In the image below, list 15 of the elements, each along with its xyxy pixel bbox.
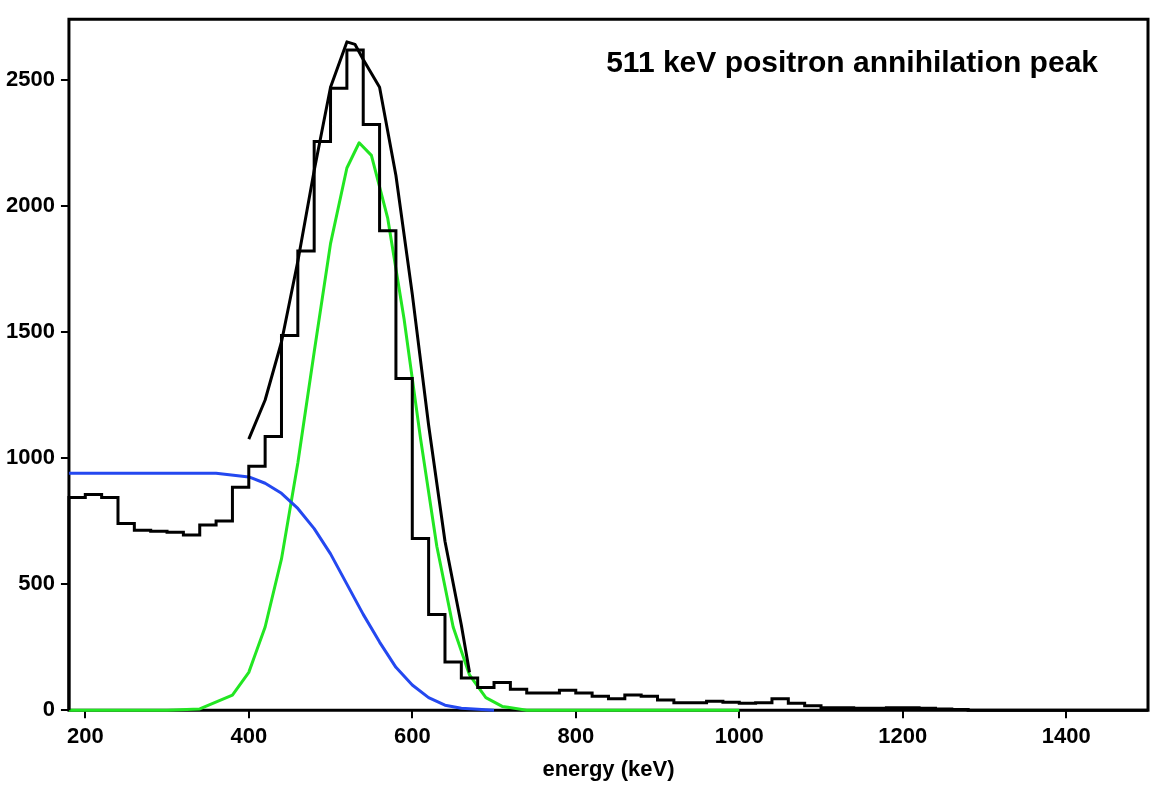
- x-tick-label: 1000: [714, 723, 764, 749]
- y-tick-label: 2500: [5, 65, 55, 91]
- y-tick-label: 500: [18, 570, 55, 596]
- x-tick-label: 200: [66, 723, 104, 749]
- y-tick-label: 2000: [5, 191, 55, 217]
- x-tick-label: 800: [557, 723, 595, 749]
- y-tick-label: 1500: [5, 317, 55, 343]
- x-tick-label: 1200: [878, 723, 928, 749]
- x-tick-label: 400: [230, 723, 268, 749]
- text: 511 keV positron annihilation peak: [606, 45, 1099, 79]
- y-tick-label: 0: [42, 696, 55, 722]
- y-tick-label: 1000: [5, 444, 55, 470]
- x-tick-label: 1400: [1041, 723, 1091, 749]
- x-tick-label: 600: [393, 723, 431, 749]
- x-axis-title: energy (keV): [542, 755, 675, 781]
